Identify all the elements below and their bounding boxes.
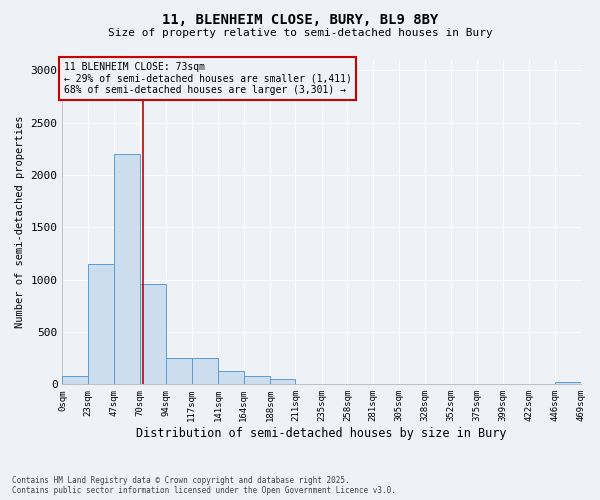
X-axis label: Distribution of semi-detached houses by size in Bury: Distribution of semi-detached houses by … <box>136 427 507 440</box>
Text: Contains HM Land Registry data © Crown copyright and database right 2025.
Contai: Contains HM Land Registry data © Crown c… <box>12 476 396 495</box>
Text: 11 BLENHEIM CLOSE: 73sqm
← 29% of semi-detached houses are smaller (1,411)
68% o: 11 BLENHEIM CLOSE: 73sqm ← 29% of semi-d… <box>64 62 352 96</box>
Bar <box>218 370 244 384</box>
Bar <box>88 264 115 384</box>
Text: Size of property relative to semi-detached houses in Bury: Size of property relative to semi-detach… <box>107 28 493 38</box>
Bar <box>191 358 218 384</box>
Bar <box>244 376 270 384</box>
Bar <box>270 378 295 384</box>
Bar <box>166 358 191 384</box>
Text: 11, BLENHEIM CLOSE, BURY, BL9 8BY: 11, BLENHEIM CLOSE, BURY, BL9 8BY <box>162 12 438 26</box>
Bar <box>555 382 581 384</box>
Bar <box>115 154 140 384</box>
Bar <box>62 376 88 384</box>
Bar <box>140 284 166 384</box>
Y-axis label: Number of semi-detached properties: Number of semi-detached properties <box>15 116 25 328</box>
